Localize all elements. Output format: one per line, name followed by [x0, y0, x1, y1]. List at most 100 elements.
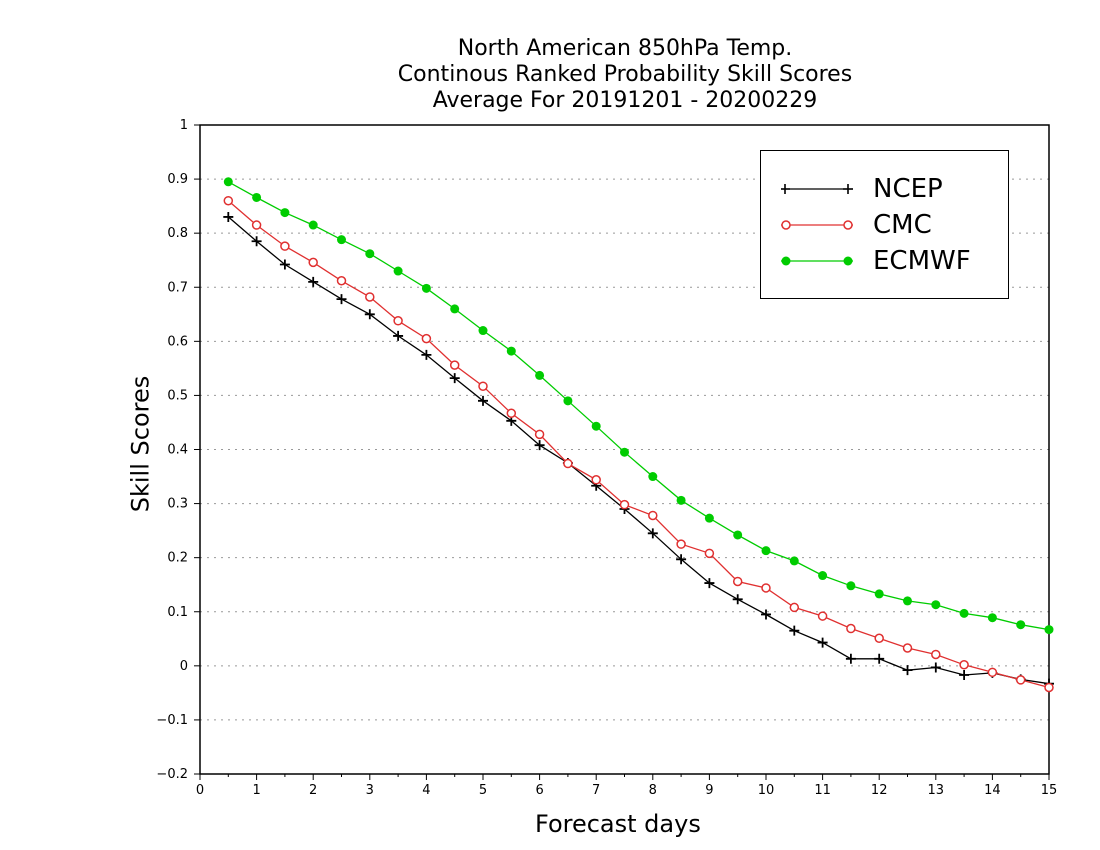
y-tick-label: −0.2 — [156, 767, 188, 782]
y-tick-label: 1 — [180, 118, 188, 133]
x-tick-label: 1 — [252, 783, 260, 798]
data-point-ecmwf — [365, 249, 375, 259]
data-point-ncep — [534, 440, 545, 451]
data-point-ecmwf — [252, 192, 262, 202]
data-point-ecmwf — [421, 283, 431, 293]
x-tick-label: 2 — [309, 783, 317, 798]
y-tick-label: 0.2 — [167, 551, 188, 566]
data-point-ncep — [959, 670, 970, 681]
data-point-cmc — [874, 633, 884, 644]
x-tick-label: 13 — [928, 783, 945, 798]
data-point-ncep — [676, 554, 687, 565]
data-point-ncep — [251, 236, 262, 247]
legend-item-ecmwf: ECMWF — [761, 243, 1010, 279]
data-point-cmc — [789, 602, 800, 613]
data-point-ecmwf — [223, 177, 233, 187]
data-point-cmc — [280, 241, 290, 251]
data-point-ecmwf — [337, 235, 346, 245]
series-ecmwf — [223, 177, 1054, 635]
data-point-ncep — [336, 294, 347, 305]
x-axis-label: Forecast days — [535, 810, 701, 838]
data-point-ecmwf — [959, 608, 969, 618]
data-point-cmc — [619, 499, 630, 510]
data-point-ecmwf — [308, 220, 318, 230]
data-point-cmc — [902, 643, 913, 653]
data-point-cmc — [1015, 675, 1026, 685]
y-tick-label: 0.1 — [167, 605, 188, 620]
data-point-cmc — [931, 649, 941, 660]
x-tick-label: 7 — [592, 783, 600, 798]
data-point-ecmwf — [733, 530, 743, 540]
legend: NCEP CMC ECMWF — [760, 150, 1009, 299]
data-point-ecmwf — [450, 304, 460, 314]
legend-label-cmc: CMC — [873, 210, 932, 240]
series-cmc — [223, 195, 1054, 693]
data-point-cmc — [959, 660, 969, 670]
axis-ticks: −0.2−0.100.10.20.30.40.50.60.70.80.910 1 2… — [156, 118, 1057, 798]
chart-title-line-3: Average For 20191201 - 20200229 — [432, 88, 818, 113]
data-point-ncep — [393, 330, 404, 341]
data-point-ncep — [421, 349, 432, 360]
data-point-cmc — [336, 276, 347, 286]
y-tick-label: 0.9 — [167, 172, 188, 187]
data-point-ecmwf — [874, 589, 884, 599]
data-point-cmc — [421, 333, 432, 344]
data-point-ecmwf — [789, 556, 799, 566]
x-tick-label: 11 — [814, 783, 831, 798]
data-point-ncep — [308, 276, 319, 287]
data-point-ncep — [902, 665, 913, 676]
y-tick-label: 0 — [180, 659, 188, 674]
data-point-cmc — [987, 667, 998, 678]
x-tick-label: 3 — [366, 783, 374, 798]
data-point-cmc — [393, 316, 403, 326]
data-point-ncep — [789, 625, 800, 636]
data-point-ecmwf — [478, 326, 488, 336]
data-point-cmc — [648, 510, 658, 521]
data-point-ncep — [449, 373, 460, 384]
data-point-ncep — [223, 211, 234, 222]
data-point-ecmwf — [563, 396, 573, 406]
y-axis-label: Skill Scores — [126, 375, 155, 513]
data-point-ecmwf — [535, 370, 545, 380]
legend-label-ncep: NCEP — [873, 174, 943, 204]
data-point-cmc — [1044, 682, 1054, 693]
y-tick-label: 0.7 — [167, 280, 188, 295]
data-point-ecmwf — [931, 600, 941, 610]
legend-swatch-ecmwf — [781, 256, 853, 266]
data-point-cmc — [308, 257, 318, 268]
data-point-ecmwf — [1016, 620, 1026, 630]
legend-swatch-cmc — [781, 220, 853, 230]
x-tick-label: 0 — [196, 783, 204, 798]
x-tick-label: 5 — [479, 783, 487, 798]
data-point-cmc — [676, 539, 686, 549]
data-point-ecmwf — [506, 346, 516, 356]
x-tick-label: 9 — [705, 783, 713, 798]
series-group — [223, 177, 1054, 693]
data-point-ecmwf — [280, 208, 290, 218]
y-tick-label: 0.8 — [167, 226, 188, 241]
data-point-ecmwf — [591, 421, 601, 431]
data-point-ncep — [478, 395, 488, 406]
data-point-ncep — [845, 653, 856, 664]
data-point-cmc — [449, 360, 460, 370]
data-point-cmc — [817, 611, 828, 621]
data-point-ecmwf — [903, 596, 912, 606]
series-line-ecmwf — [227, 181, 1050, 631]
data-point-cmc — [506, 408, 517, 419]
data-point-ncep — [704, 578, 715, 589]
data-point-ncep — [279, 259, 290, 270]
data-point-ncep — [930, 662, 941, 673]
chart-title-line-2: Continous Ranked Probability Skill Score… — [397, 62, 853, 87]
data-point-ecmwf — [676, 495, 686, 505]
data-point-cmc — [365, 292, 375, 302]
data-point-ecmwf — [1044, 625, 1054, 635]
data-point-ecmwf — [818, 571, 828, 581]
x-tick-label: 8 — [649, 783, 657, 798]
x-tick-label: 6 — [535, 783, 543, 798]
data-point-cmc — [534, 429, 545, 440]
data-point-ncep — [817, 637, 828, 648]
data-point-ncep — [364, 309, 375, 320]
data-point-cmc — [251, 220, 262, 230]
data-point-ecmwf — [704, 513, 714, 523]
